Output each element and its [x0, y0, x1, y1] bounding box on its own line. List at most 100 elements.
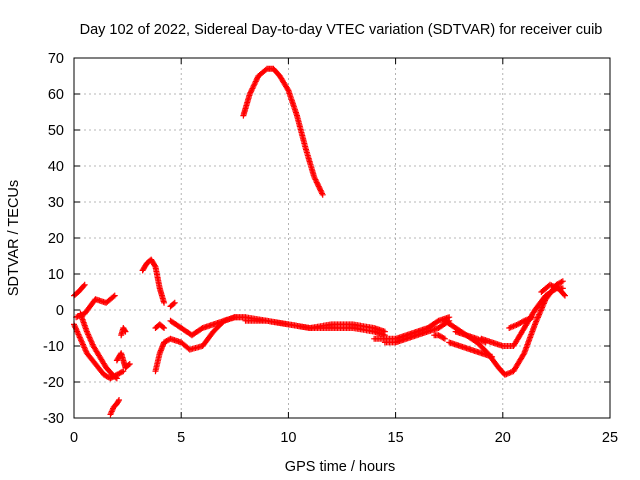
data-point: [252, 78, 259, 85]
data-point: [314, 180, 321, 187]
data-point: [319, 191, 326, 198]
series-track-a: [71, 321, 127, 382]
y-tick-label: 30: [48, 195, 64, 211]
data-point: [122, 328, 129, 335]
data-point: [246, 91, 253, 97]
data-point: [315, 182, 322, 189]
series-track-p: [371, 314, 453, 342]
data-point: [120, 368, 127, 375]
data-point: [119, 368, 126, 375]
data-point: [250, 84, 257, 91]
y-tick-label: -20: [43, 375, 64, 391]
data-point: [248, 88, 255, 95]
series-track-w: [506, 314, 536, 331]
data-point: [317, 186, 324, 193]
data-point: [311, 173, 318, 180]
data-point: [110, 293, 117, 300]
data-point: [311, 175, 318, 182]
data-point: [251, 81, 258, 88]
data-point: [80, 282, 87, 289]
data-point: [112, 374, 119, 381]
data-point: [81, 281, 88, 288]
x-axis-label: GPS time / hours: [285, 459, 395, 475]
data-point: [250, 82, 257, 89]
data-point: [313, 179, 320, 186]
series-track-i: [152, 314, 238, 375]
data-point: [151, 262, 158, 269]
y-tick-label: 10: [48, 267, 64, 283]
data-point: [159, 324, 166, 331]
data-point: [116, 397, 123, 403]
data-point: [313, 177, 320, 184]
y-tick-label: -30: [43, 411, 64, 427]
data-point: [254, 75, 261, 82]
data-point: [248, 86, 255, 93]
data-point: [284, 86, 291, 93]
series-track-e: [107, 397, 123, 418]
data-point: [561, 291, 568, 298]
series-track-t: [446, 339, 496, 360]
data-point: [121, 327, 128, 334]
series-track-f: [113, 350, 133, 371]
data-point: [520, 351, 527, 358]
data-point: [111, 292, 118, 299]
y-tick-label: 40: [48, 159, 64, 175]
y-tick-label: 20: [48, 231, 64, 247]
y-tick-label: 0: [56, 303, 64, 319]
data-point: [249, 85, 256, 92]
y-tick-label: 50: [48, 123, 64, 139]
data-point: [441, 335, 448, 342]
data-point: [315, 183, 322, 190]
series-track-l: [167, 314, 249, 339]
series-track-r: [431, 332, 448, 342]
x-tick-label: 5: [177, 430, 185, 446]
data-point: [115, 398, 122, 405]
data-point: [318, 189, 325, 196]
data-point: [161, 325, 168, 331]
data-point: [312, 176, 319, 183]
series-track-d: [73, 292, 118, 321]
data-point: [319, 190, 326, 197]
data-point: [558, 278, 565, 285]
x-tick-label: 15: [388, 430, 404, 446]
data-layer: [71, 65, 568, 418]
y-tick-label: 70: [48, 51, 64, 67]
data-point: [561, 292, 568, 299]
x-tick-label: 25: [602, 430, 618, 446]
data-point: [125, 361, 132, 368]
data-point: [171, 299, 178, 306]
data-point: [519, 318, 526, 325]
y-tick-label: -10: [43, 339, 64, 355]
x-tick-label: 20: [495, 430, 511, 446]
data-point: [113, 375, 120, 382]
data-point: [252, 79, 259, 86]
chart-title: Day 102 of 2022, Sidereal Day-to-day VTE…: [80, 22, 603, 38]
series-track-x: [538, 281, 568, 299]
x-tick-label: 10: [280, 430, 296, 446]
series-track-j: [152, 321, 168, 331]
data-point: [126, 361, 133, 367]
series-track-q: [381, 317, 453, 346]
series-track-o: [240, 65, 326, 198]
data-point: [247, 89, 254, 96]
data-point: [559, 278, 566, 285]
series-track-n: [242, 317, 388, 339]
data-point: [253, 77, 260, 84]
y-axis-label: SDTVAR / TECUs: [6, 180, 22, 296]
series-track-k: [167, 299, 178, 310]
data-point: [316, 184, 323, 191]
data-point: [529, 314, 536, 321]
series-track-h: [139, 256, 168, 306]
y-tick-label: 60: [48, 87, 64, 103]
data-point: [489, 353, 496, 360]
series-track-g: [118, 325, 129, 339]
data-point: [170, 300, 177, 307]
data-point: [317, 187, 324, 194]
data-point: [440, 335, 447, 342]
plot-frame: [73, 57, 611, 419]
data-point: [161, 299, 168, 306]
grid-layer: [74, 58, 610, 418]
x-tick-label: 0: [70, 430, 78, 446]
